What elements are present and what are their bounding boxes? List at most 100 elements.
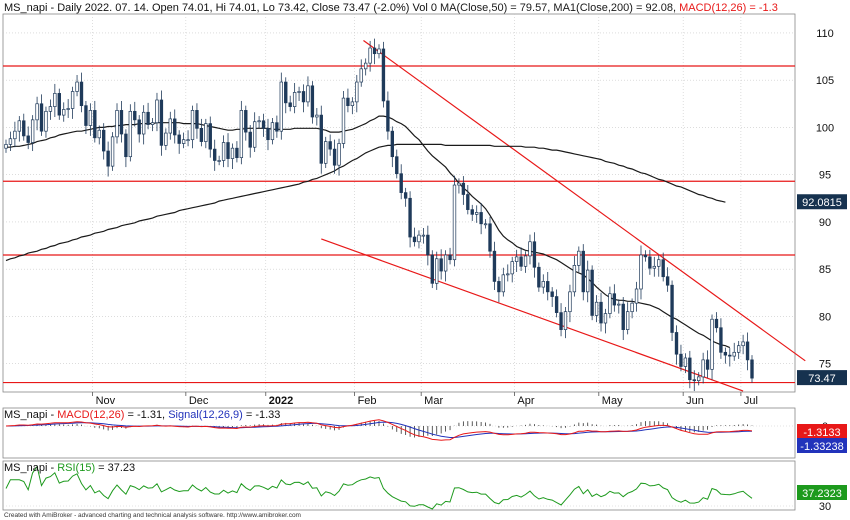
candle-body	[421, 234, 426, 237]
close-value-tag: 73.47	[808, 373, 836, 385]
candle-body	[541, 281, 545, 288]
candle-body	[57, 93, 61, 116]
candle-body	[390, 130, 395, 158]
candle-body	[577, 250, 581, 266]
candle-body	[581, 250, 585, 293]
candle-body	[186, 139, 190, 142]
candle-body	[377, 48, 381, 55]
price-panel: 75 80 85 90 95 100 105 110 Nov Dec 2022 Feb Mar Apr Ma…	[2, 13, 834, 407]
candle-body	[310, 85, 315, 118]
candle-body	[479, 212, 483, 225]
signal-value-tag-bg	[797, 438, 847, 453]
rsi-panel: 30	[2, 460, 831, 513]
candle-body	[4, 144, 8, 149]
candle-body	[679, 353, 683, 367]
candle-body	[594, 301, 599, 316]
candle-body	[297, 91, 301, 93]
candle-body	[173, 118, 177, 136]
candle-body	[639, 254, 643, 290]
candle-body	[110, 136, 115, 167]
candle-body	[288, 102, 292, 107]
candle-body	[701, 359, 705, 378]
rsi-value-tag-bg	[797, 485, 847, 500]
candle-body	[26, 135, 30, 143]
candle-body	[208, 123, 212, 150]
candle-body	[661, 259, 665, 278]
candle-body	[683, 357, 688, 367]
candle-body	[688, 357, 692, 381]
candle-body	[319, 114, 323, 164]
candle-body	[501, 274, 506, 293]
candle-body	[621, 303, 625, 330]
candle-body	[141, 111, 146, 135]
macd-panel: 0	[2, 407, 828, 459]
candle-body	[30, 119, 35, 143]
candle-body	[537, 266, 541, 288]
candle-body	[559, 312, 563, 330]
x-axis-label: May	[602, 395, 623, 407]
candle-body	[648, 256, 652, 269]
x-axis-label: Jun	[686, 395, 704, 407]
candle-body	[150, 122, 155, 125]
rsi-header: MS_napi - RSI(15) = 37.23	[4, 462, 135, 474]
candle-body	[372, 47, 377, 55]
candle-body	[634, 288, 639, 304]
candle-body	[630, 302, 634, 313]
candle-body	[741, 341, 745, 347]
candle-body	[270, 122, 275, 141]
price-tick-label: 90	[819, 217, 831, 229]
candle-body	[284, 81, 288, 104]
candle-body	[381, 48, 386, 102]
candle-body	[395, 156, 399, 175]
macd-line	[5, 419, 753, 441]
candle-body	[412, 236, 417, 243]
candle-body	[75, 81, 79, 92]
signal-value-tag: -1.33238	[800, 441, 843, 453]
price-tags: 92.0815 73.47 -1.3133 -1.33238 37.2323	[797, 194, 847, 500]
candle-body	[22, 120, 26, 137]
candle-body	[332, 148, 337, 166]
candle-body	[670, 284, 674, 333]
candle-body	[221, 142, 226, 161]
candle-body	[62, 109, 66, 116]
candle-body	[279, 81, 283, 132]
candle-body	[39, 103, 44, 132]
candle-body	[315, 114, 319, 118]
candle-body	[248, 131, 252, 148]
candle-body	[235, 147, 239, 158]
candle-body	[714, 318, 719, 329]
candle-body	[324, 141, 328, 164]
candle-body	[155, 99, 159, 124]
candle-body	[363, 62, 368, 70]
candle-body	[435, 258, 439, 284]
x-axis-label: Mar	[424, 395, 443, 407]
price-tick-label: 75	[819, 359, 831, 371]
rsi-plot-area	[2, 460, 796, 511]
price-plot-area	[2, 13, 796, 393]
candle-body	[674, 332, 679, 355]
candle-body	[177, 134, 181, 144]
candle-body	[625, 311, 630, 330]
candle-body	[590, 269, 594, 316]
candle-body	[164, 132, 168, 146]
candle-body	[586, 269, 590, 293]
candle-body	[710, 318, 714, 370]
candle-body	[745, 341, 750, 361]
candle-body	[88, 110, 93, 126]
candle-body	[301, 91, 306, 103]
candle-body	[386, 100, 390, 132]
rsi-value-tag: 37.2323	[802, 488, 842, 500]
candle-body	[475, 212, 479, 215]
candle-body	[124, 133, 128, 158]
footer-credit: Created with AmiBroker - advanced charti…	[4, 512, 301, 519]
candle-body	[554, 296, 559, 313]
candle-body	[523, 255, 528, 267]
candle-body	[439, 258, 443, 272]
candle-body	[719, 327, 723, 353]
candle-body	[239, 110, 244, 158]
candle-body	[204, 123, 208, 142]
price-tick-label: 85	[819, 264, 831, 276]
candle-body	[466, 194, 470, 210]
candle-body	[492, 250, 497, 282]
candle-body	[97, 129, 101, 139]
